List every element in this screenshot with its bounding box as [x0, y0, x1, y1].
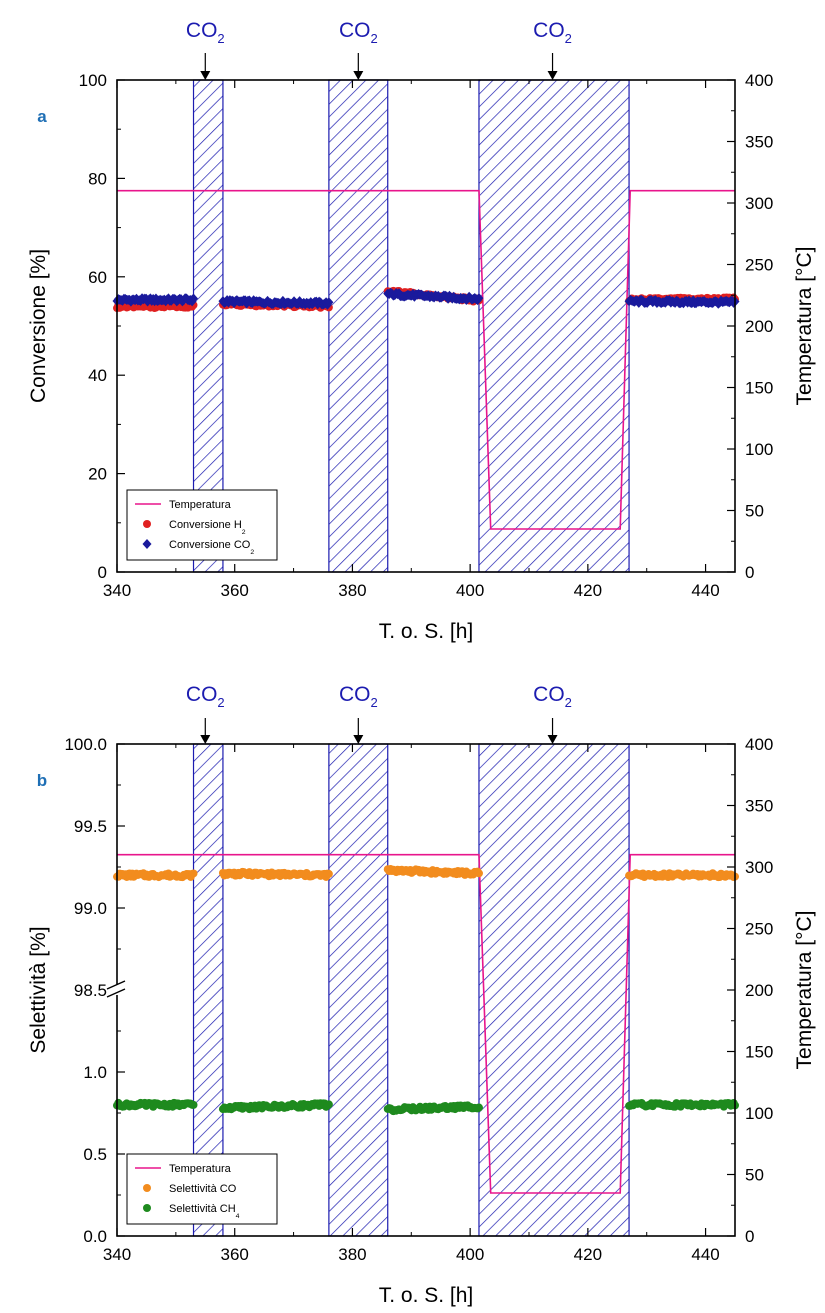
legend-swatch — [143, 1204, 151, 1212]
y-tick-label: 0 — [98, 563, 107, 582]
y-right-tick-label: 0 — [745, 1227, 754, 1246]
axis-break-gap — [108, 985, 126, 995]
data-point — [324, 1100, 333, 1109]
y-right-tick-label: 250 — [745, 920, 773, 939]
legend-label: Conversione CO2 — [169, 539, 254, 556]
y-right-tick-label: 150 — [745, 1043, 773, 1062]
y-right-tick-label: 400 — [745, 735, 773, 754]
panel-label: a — [37, 107, 47, 126]
temperature-line — [117, 189, 735, 530]
co2-label: CO2 — [533, 683, 572, 710]
y-tick-label: 98.5 — [74, 981, 107, 1000]
co2-window — [478, 79, 630, 573]
x-tick-label: 380 — [338, 1245, 366, 1264]
y-right-tick-label: 0 — [745, 563, 754, 582]
co2-label: CO2 — [186, 19, 225, 46]
y-tick-label: 40 — [88, 366, 107, 385]
x-axis-title: T. o. S. [h] — [379, 620, 474, 643]
axis-break-mark — [106, 980, 126, 990]
co2-arrow-head — [547, 71, 558, 80]
x-tick-label: 380 — [338, 581, 366, 600]
co2-window — [328, 79, 389, 573]
y-tick-label: 20 — [88, 465, 107, 484]
y-right-axis-title: Temperatura [°C] — [793, 247, 816, 406]
data-point — [324, 869, 333, 878]
chart-panel-b: CO2 CO2 CO2 340 360 380 400 420 440 0.0 0.5 1.0 98.5… — [27, 683, 816, 1307]
y-right-tick-label: 50 — [745, 1166, 764, 1185]
legend-label: Temperatura — [169, 499, 232, 511]
y-tick-label: 1.0 — [83, 1063, 107, 1082]
y-axis-title: Selettività [%] — [27, 926, 50, 1053]
y-tick-label: 0.5 — [83, 1145, 107, 1164]
x-tick-label: 400 — [456, 1245, 484, 1264]
legend-swatch — [142, 539, 152, 549]
y-right-tick-label: 200 — [745, 317, 773, 336]
x-tick-label: 360 — [221, 581, 249, 600]
y-tick-label: 100.0 — [64, 735, 107, 754]
co2-window — [478, 743, 630, 1237]
y-tick-label: 99.5 — [74, 817, 107, 836]
data-point — [474, 293, 484, 304]
y-tick-label: 99.0 — [74, 899, 107, 918]
legend-swatch — [143, 1184, 151, 1192]
y-tick-label: 80 — [88, 169, 107, 188]
y-right-axis-title: Temperatura [°C] — [793, 911, 816, 1070]
y-right-tick-label: 100 — [745, 1104, 773, 1123]
co2-arrow-head — [200, 735, 211, 744]
chart-panel-a: CO2 CO2 CO2 340 360 380 400 420 440 0 20 40 60 80 100 0… — [27, 19, 816, 643]
temperature-line — [117, 853, 735, 1194]
y-right-tick-label: 400 — [745, 71, 773, 90]
co2-window — [328, 743, 389, 1237]
y-right-tick-label: 250 — [745, 256, 773, 275]
legend-box — [126, 1153, 278, 1225]
y-tick-label: 60 — [88, 268, 107, 287]
y-right-tick-label: 50 — [745, 502, 764, 521]
data-point — [474, 1103, 483, 1112]
x-tick-label: 420 — [574, 1245, 602, 1264]
axis-break-mark — [106, 988, 126, 998]
legend-swatch — [143, 520, 151, 528]
co2-arrow-head — [200, 71, 211, 80]
co2-label: CO2 — [339, 683, 378, 710]
legend-label: Selettività CO — [169, 1183, 237, 1195]
y-right-tick-label: 300 — [745, 194, 773, 213]
y-axis-title: Conversione [%] — [27, 249, 50, 403]
co2-label: CO2 — [186, 683, 225, 710]
co2-arrow-head — [353, 71, 364, 80]
y-right-tick-label: 300 — [745, 858, 773, 877]
x-tick-label: 420 — [574, 581, 602, 600]
y-tick-label: 0.0 — [83, 1227, 107, 1246]
x-tick-label: 360 — [221, 1245, 249, 1264]
data-point — [324, 297, 334, 308]
x-tick-label: 340 — [103, 1245, 131, 1264]
y-right-tick-label: 150 — [745, 379, 773, 398]
legend-label: Selettività CH4 — [169, 1203, 240, 1220]
co2-arrow-head — [547, 735, 558, 744]
data-point — [474, 869, 483, 878]
x-tick-label: 440 — [691, 581, 719, 600]
legend-label: Conversione H2 — [169, 519, 246, 536]
x-tick-label: 340 — [103, 581, 131, 600]
co2-label: CO2 — [339, 19, 378, 46]
co2-label: CO2 — [533, 19, 572, 46]
co2-arrow-head — [353, 735, 364, 744]
x-axis-title: T. o. S. [h] — [379, 1284, 474, 1307]
y-right-tick-label: 350 — [745, 133, 773, 152]
legend-label: Temperatura — [169, 1163, 232, 1175]
panel-label: b — [37, 771, 47, 790]
legend-box — [126, 489, 278, 561]
y-tick-label: 100 — [79, 71, 107, 90]
y-right-tick-label: 200 — [745, 981, 773, 1000]
data-point — [189, 869, 198, 878]
y-right-tick-label: 100 — [745, 440, 773, 459]
x-tick-label: 400 — [456, 581, 484, 600]
data-point — [189, 293, 199, 304]
y-right-tick-label: 350 — [745, 797, 773, 816]
x-tick-label: 440 — [691, 1245, 719, 1264]
data-point — [189, 1100, 198, 1109]
